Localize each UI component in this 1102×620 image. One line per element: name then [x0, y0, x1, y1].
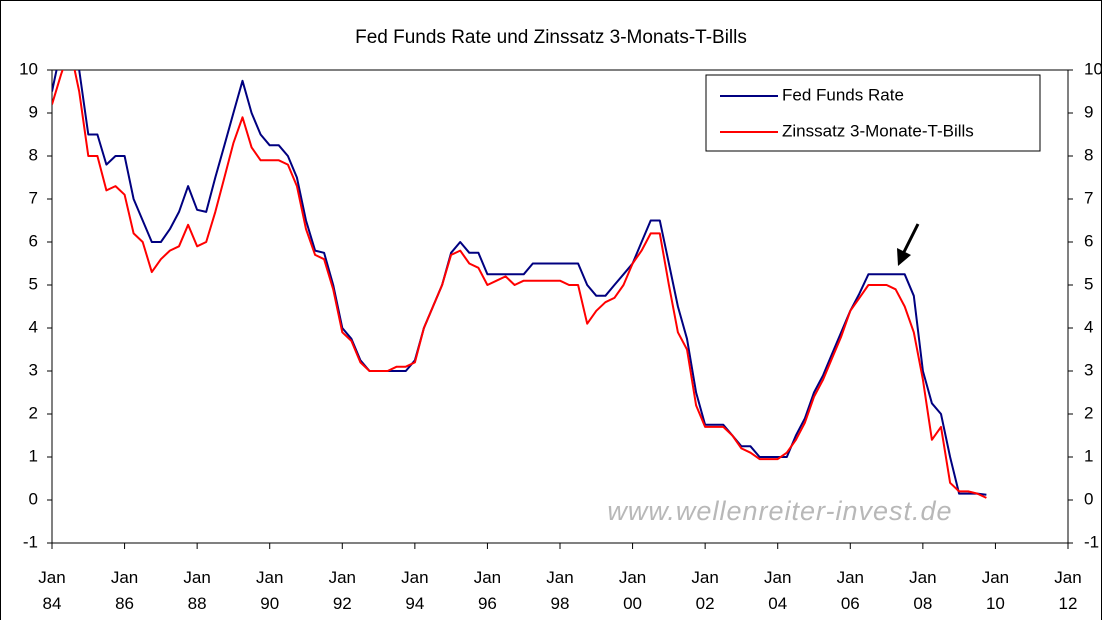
legend-label: Zinssatz 3-Monate-T-Bills — [782, 121, 974, 140]
y2-tick-label: 4 — [1084, 317, 1093, 336]
x-tick-label: Jan 12 — [1054, 568, 1082, 613]
legend-label: Fed Funds Rate — [782, 85, 904, 104]
x-tick-label: Jan 94 — [401, 568, 429, 613]
x-tick-label: Jan 10 — [981, 568, 1010, 613]
y2-tick-label: 2 — [1084, 403, 1093, 422]
y2-tick-label: 0 — [1084, 489, 1093, 508]
y2-tick-label: 5 — [1084, 274, 1093, 293]
x-tick-label: Jan 06 — [836, 568, 864, 613]
y2-tick-label: 9 — [1084, 102, 1093, 121]
x-tick-label: Jan 08 — [909, 568, 937, 613]
x-tick-label: Jan 92 — [328, 568, 356, 613]
legend — [705, 74, 1041, 152]
watermark: www.wellenreiter-invest.de — [607, 496, 952, 526]
arrow-head — [897, 248, 911, 266]
x-tick-label: Jan 86 — [110, 568, 139, 613]
y-tick-label: 3 — [29, 360, 38, 379]
x-tick-label: Jan 96 — [473, 568, 502, 613]
y2-tick-label: 7 — [1084, 188, 1093, 207]
y-tick-label: -1 — [23, 532, 38, 551]
y-tick-label: 8 — [29, 145, 38, 164]
lines — [52, 70, 987, 499]
x-tick-label: Jan 84 — [38, 568, 66, 613]
y-tick-label: 9 — [29, 102, 38, 121]
x-tick-label: Jan 02 — [691, 568, 719, 613]
y2-tick-label: -1 — [1084, 532, 1099, 551]
x-tick-label: Jan 90 — [255, 568, 284, 613]
y2-tick-label: 10 — [1084, 59, 1102, 78]
x-tick-label: Jan 98 — [546, 568, 574, 613]
y-tick-label: 7 — [29, 188, 38, 207]
y2-tick-label: 8 — [1084, 145, 1093, 164]
y2-tick-label: 3 — [1084, 360, 1093, 379]
x-tick-label: Jan 88 — [183, 568, 211, 613]
chart-title: Fed Funds Rate und Zinssatz 3-Monats-T-B… — [355, 27, 747, 48]
series-line — [52, 70, 987, 496]
y2-tick-label: 6 — [1084, 231, 1093, 250]
y-tick-label: 10 — [19, 59, 38, 78]
y-tick-label: 2 — [29, 403, 38, 422]
y-tick-label: 4 — [29, 317, 38, 336]
y-tick-label: 5 — [29, 274, 38, 293]
x-tick-label: Jan 00 — [618, 568, 647, 613]
series-line — [52, 70, 987, 499]
y-tick-label: 1 — [29, 446, 38, 465]
x-tick-label: Jan 04 — [763, 568, 792, 613]
y-tick-label: 0 — [29, 489, 38, 508]
arrow — [901, 223, 920, 255]
y2-tick-label: 1 — [1084, 446, 1093, 465]
y-tick-label: 6 — [29, 231, 38, 250]
